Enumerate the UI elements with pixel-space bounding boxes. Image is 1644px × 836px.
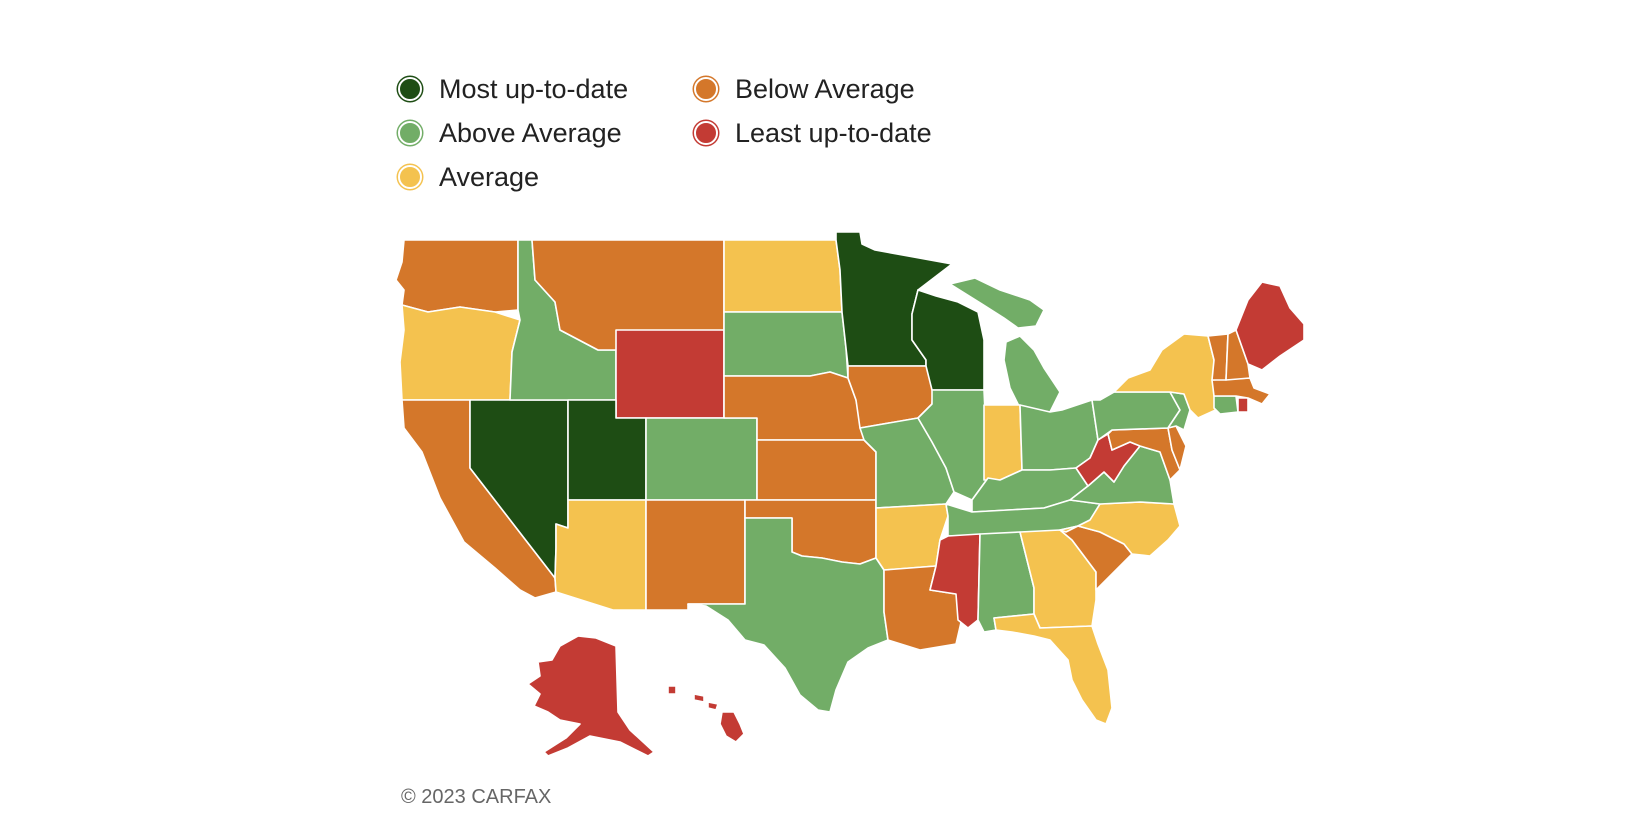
- legend-label-below: Below Average: [735, 73, 915, 104]
- legend-swatch-least: [694, 121, 718, 145]
- state-michigan[interactable]: [949, 277, 1061, 413]
- state-new-mexico[interactable]: [645, 499, 746, 611]
- state-alaska[interactable]: [527, 635, 655, 757]
- state-wyoming[interactable]: [615, 329, 725, 419]
- legend-swatch-below: [694, 77, 718, 101]
- state-indiana[interactable]: [983, 404, 1023, 481]
- copyright-notice: © 2023 CARFAX: [401, 786, 552, 808]
- legend-swatch-most: [398, 77, 422, 101]
- legend-item-above: Above Average: [398, 116, 622, 150]
- legend-label-most: Most up-to-date: [439, 73, 629, 104]
- legend: Most up-to-date Below Average Above Aver…: [398, 72, 1018, 202]
- state-vermont[interactable]: [1207, 333, 1229, 381]
- legend-item-least: Least up-to-date: [694, 116, 932, 150]
- state-washington[interactable]: [395, 239, 519, 313]
- state-arizona[interactable]: [554, 499, 647, 611]
- state-hawaii[interactable]: [667, 685, 745, 743]
- state-connecticut[interactable]: [1213, 395, 1239, 415]
- state-kansas[interactable]: [756, 439, 877, 501]
- state-new-hampshire[interactable]: [1225, 329, 1251, 381]
- legend-label-above: Above Average: [439, 117, 622, 148]
- state-wisconsin[interactable]: [911, 289, 985, 391]
- state-florida[interactable]: [993, 613, 1113, 725]
- state-rhode-island[interactable]: [1237, 397, 1249, 413]
- legend-swatch-above: [398, 121, 422, 145]
- legend-item-average: Average: [398, 160, 539, 194]
- legend-item-below: Below Average: [694, 72, 915, 106]
- legend-label-average: Average: [439, 161, 540, 192]
- state-north-dakota[interactable]: [723, 239, 843, 313]
- state-colorado[interactable]: [645, 417, 758, 501]
- state-maine[interactable]: [1235, 281, 1305, 371]
- legend-label-least: Least up-to-date: [735, 117, 932, 148]
- state-oregon[interactable]: [399, 304, 521, 401]
- legend-swatch-average: [398, 165, 422, 189]
- state-south-dakota[interactable]: [723, 311, 849, 379]
- state-ohio[interactable]: [1019, 399, 1099, 471]
- state-texas[interactable]: [687, 517, 889, 713]
- legend-item-most: Most up-to-date: [398, 72, 628, 106]
- state-massachusetts[interactable]: [1211, 377, 1271, 405]
